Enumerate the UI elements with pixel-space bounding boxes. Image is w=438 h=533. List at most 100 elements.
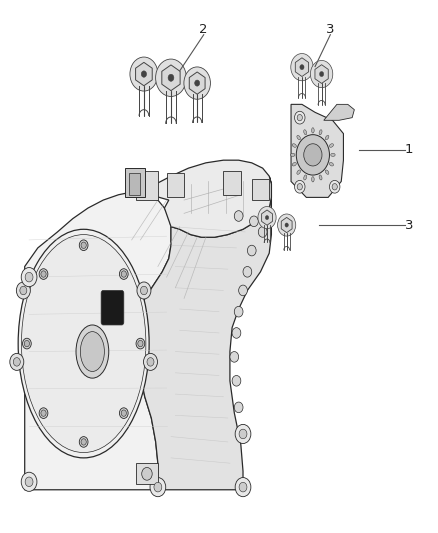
Polygon shape <box>295 58 309 77</box>
Circle shape <box>168 74 174 82</box>
Circle shape <box>155 59 186 96</box>
Circle shape <box>184 67 210 99</box>
Ellipse shape <box>81 332 104 372</box>
Circle shape <box>21 268 37 287</box>
Circle shape <box>232 375 241 386</box>
Circle shape <box>278 214 296 236</box>
Circle shape <box>297 115 302 121</box>
Circle shape <box>39 269 48 279</box>
Polygon shape <box>25 192 171 490</box>
Circle shape <box>13 358 20 366</box>
Ellipse shape <box>21 235 146 453</box>
Ellipse shape <box>297 135 300 140</box>
Circle shape <box>25 477 33 487</box>
Circle shape <box>234 211 243 221</box>
Circle shape <box>39 408 48 418</box>
FancyBboxPatch shape <box>252 179 269 200</box>
Circle shape <box>250 216 258 227</box>
Polygon shape <box>261 210 272 225</box>
Circle shape <box>147 358 154 366</box>
Ellipse shape <box>292 163 297 166</box>
Circle shape <box>296 135 329 175</box>
Circle shape <box>20 286 27 295</box>
Circle shape <box>121 271 127 277</box>
Circle shape <box>81 242 86 248</box>
Ellipse shape <box>319 130 322 135</box>
Circle shape <box>239 429 247 439</box>
Circle shape <box>258 227 267 237</box>
Ellipse shape <box>325 170 329 174</box>
Circle shape <box>239 285 247 296</box>
Circle shape <box>235 424 251 443</box>
Circle shape <box>41 271 46 277</box>
Ellipse shape <box>329 163 333 166</box>
Polygon shape <box>138 176 272 490</box>
Circle shape <box>79 437 88 447</box>
Circle shape <box>247 245 256 256</box>
Text: 3: 3 <box>326 23 335 36</box>
Ellipse shape <box>297 170 300 174</box>
Circle shape <box>230 352 239 362</box>
Circle shape <box>194 80 200 86</box>
Circle shape <box>10 353 24 370</box>
FancyBboxPatch shape <box>125 168 145 197</box>
Circle shape <box>243 266 252 277</box>
FancyBboxPatch shape <box>101 290 124 325</box>
Circle shape <box>329 180 340 193</box>
Circle shape <box>141 286 148 295</box>
Circle shape <box>265 215 269 220</box>
Polygon shape <box>162 65 180 91</box>
Ellipse shape <box>319 175 322 180</box>
Circle shape <box>154 482 162 492</box>
Ellipse shape <box>311 128 314 133</box>
Circle shape <box>141 71 147 77</box>
Circle shape <box>304 144 322 166</box>
Ellipse shape <box>329 144 333 147</box>
Circle shape <box>16 282 30 299</box>
Circle shape <box>234 306 243 317</box>
Ellipse shape <box>292 144 297 147</box>
Circle shape <box>79 240 88 251</box>
FancyBboxPatch shape <box>136 171 158 200</box>
Polygon shape <box>281 217 292 232</box>
Polygon shape <box>315 64 328 83</box>
Circle shape <box>319 71 324 77</box>
Circle shape <box>332 183 337 190</box>
Polygon shape <box>324 104 354 120</box>
Circle shape <box>239 482 247 492</box>
Text: 2: 2 <box>199 23 208 36</box>
FancyBboxPatch shape <box>130 173 141 195</box>
Circle shape <box>136 338 145 349</box>
Circle shape <box>150 478 166 497</box>
Ellipse shape <box>76 325 109 378</box>
Circle shape <box>291 53 313 81</box>
Circle shape <box>130 57 158 91</box>
Circle shape <box>294 111 305 124</box>
Circle shape <box>25 272 33 282</box>
Ellipse shape <box>304 175 307 180</box>
Circle shape <box>311 60 333 87</box>
Ellipse shape <box>331 154 335 157</box>
Circle shape <box>81 439 86 445</box>
Ellipse shape <box>325 135 329 140</box>
Circle shape <box>234 402 243 413</box>
Ellipse shape <box>311 176 314 182</box>
Ellipse shape <box>18 229 149 458</box>
Polygon shape <box>291 104 343 197</box>
Ellipse shape <box>290 154 295 157</box>
Circle shape <box>121 410 127 416</box>
Polygon shape <box>136 463 158 484</box>
Circle shape <box>24 341 29 347</box>
Ellipse shape <box>304 130 307 135</box>
Circle shape <box>41 410 46 416</box>
Polygon shape <box>141 160 272 237</box>
Circle shape <box>120 408 128 418</box>
Circle shape <box>235 478 251 497</box>
Circle shape <box>232 328 241 338</box>
Circle shape <box>120 269 128 279</box>
Circle shape <box>300 64 304 70</box>
Circle shape <box>138 341 143 347</box>
FancyBboxPatch shape <box>166 173 184 197</box>
Circle shape <box>294 180 305 193</box>
Circle shape <box>258 206 276 229</box>
